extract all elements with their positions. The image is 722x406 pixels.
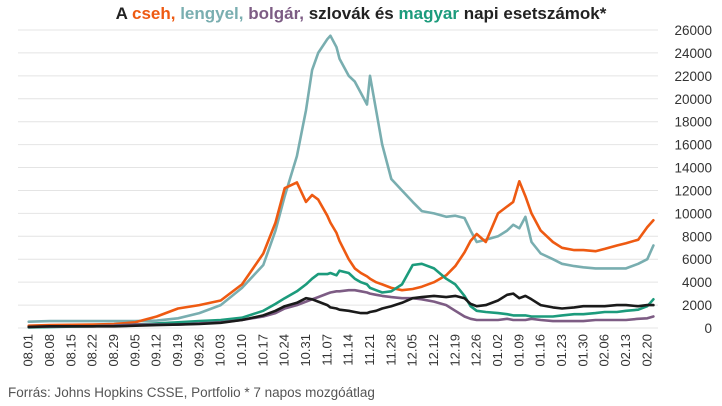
title-mid: szlovák és [303,4,399,23]
x-tick-label: 11.21 [362,334,377,366]
x-tick-label: 08.22 [85,334,100,367]
y-tick-label: 20000 [674,92,712,107]
x-tick-label: 11.14 [341,334,356,366]
series-line-cseh [27,180,655,328]
x-tick-label: 01.30 [575,334,590,367]
chart-title: A cseh, lengyel, bolgár, szlovák és magy… [0,4,722,24]
title-series-lengyel: lengyel, [180,4,244,23]
y-tick-label: 24000 [674,46,712,61]
y-tick-label: 10000 [674,206,712,221]
x-tick-label: 11.28 [383,334,398,366]
x-tick-label: 09.26 [191,334,206,367]
x-tick-label: 02.20 [639,334,654,367]
title-series-bolgar: bolgár, [248,4,304,23]
x-tick-label: 12.12 [426,334,441,367]
y-tick-label: 2000 [682,298,712,313]
x-tick-label: 01.02 [490,334,505,367]
y-tick-label: 6000 [682,252,712,267]
x-tick-label: 02.06 [597,334,612,367]
x-tick-label: 10.10 [234,334,249,367]
x-axis-labels: 08.01 08.08 08.15 08.22 08.29 09.05 09.12 09.19… [21,334,655,367]
title-series-magyar: magyar [398,4,459,23]
title-series-cseh: cseh, [131,4,176,23]
y-tick-label: 26000 [674,23,712,38]
x-tick-label: 02.13 [618,334,633,367]
y-axis-labels: 0 2000 4000 6000 8000 10000 12000 14000 16000 180… [674,23,712,336]
series-line-magyar [27,262,655,329]
title-suffix: napi esetszámok* [458,4,607,23]
x-tick-label: 12.05 [405,334,420,367]
x-tick-label: 08.01 [21,334,36,367]
x-tick-label: 01.09 [511,334,526,367]
series-line-lengyel [27,34,655,324]
title-prefix: A [115,4,132,23]
series-line-szlovák [27,292,655,329]
source-note: Forrás: Johns Hopkins CSSE, Portfolio * … [8,385,375,400]
y-tick-label: 22000 [674,69,712,84]
x-tick-label: 11.07 [319,334,334,366]
y-tick-label: 8000 [682,229,712,244]
x-tick-label: 10.24 [277,334,292,367]
x-tick-label: 10.17 [255,334,270,367]
y-tick-label: 18000 [674,115,712,130]
x-tick-label: 08.15 [63,334,78,367]
gridlines [18,29,658,329]
y-tick-label: 14000 [674,161,712,176]
x-tick-label: 01.16 [533,334,548,367]
x-tick-label: 08.29 [106,334,121,367]
x-tick-label: 10.03 [213,334,228,367]
y-tick-label: 0 [704,321,712,336]
x-tick-label: 12.26 [469,334,484,367]
x-tick-label: 10.31 [298,334,313,367]
x-tick-label: 08.08 [42,334,57,367]
y-tick-label: 12000 [674,183,712,198]
x-tick-label: 09.12 [149,334,164,367]
y-tick-label: 4000 [682,275,712,290]
x-tick-label: 12.19 [447,334,462,367]
x-tick-label: 09.19 [170,334,185,367]
x-tick-label: 01.23 [554,334,569,367]
series-lines [27,34,655,329]
x-tick-label: 09.05 [127,334,142,367]
y-tick-label: 16000 [674,138,712,153]
